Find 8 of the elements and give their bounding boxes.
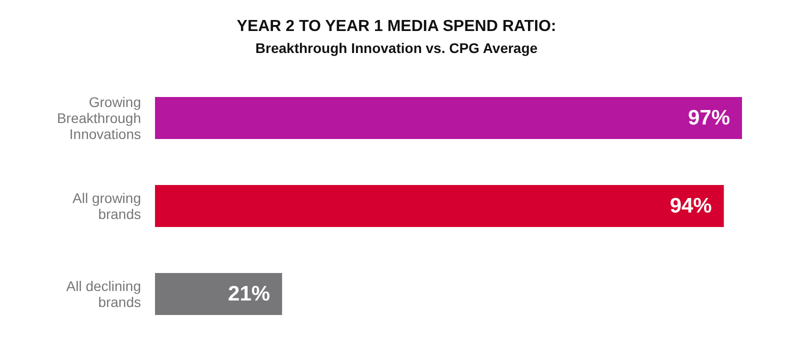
data-label: 97% — [688, 106, 730, 130]
y-tick-label: All declining brands — [66, 278, 141, 310]
data-label: 21% — [228, 282, 270, 306]
chart-title: YEAR 2 TO YEAR 1 MEDIA SPEND RATIO: — [236, 17, 558, 37]
chart-subtitle: Breakthrough Innovation vs. CPG Average — [254, 39, 539, 58]
y-tick-label: Growing Breakthrough Innovations — [56, 94, 141, 142]
data-label: 94% — [670, 194, 712, 218]
y-tick-label: All growing brands — [72, 190, 141, 222]
